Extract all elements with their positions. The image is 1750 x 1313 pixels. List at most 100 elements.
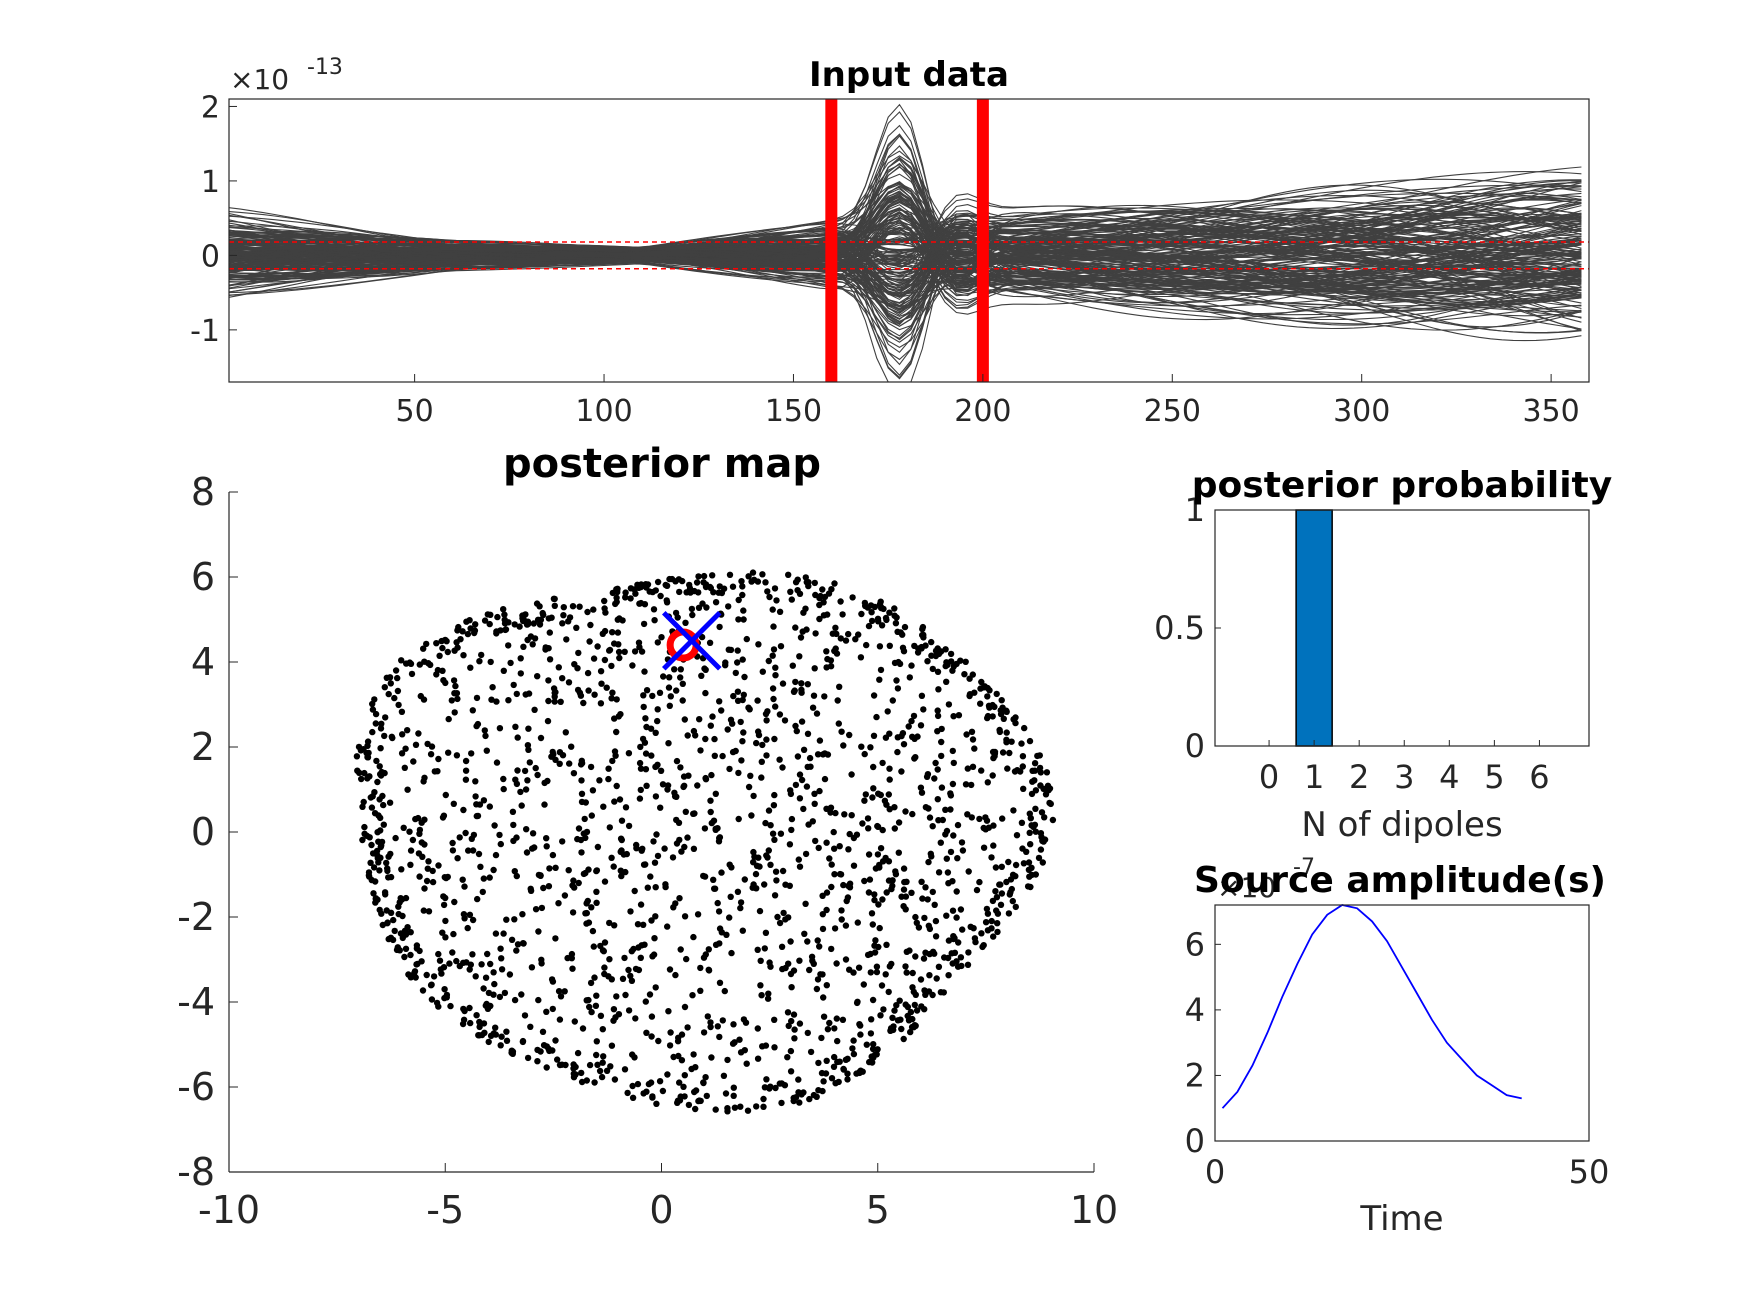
posterior-map-point (803, 783, 811, 790)
posterior-map-point (767, 1083, 774, 1090)
posterior-map-point (947, 650, 955, 658)
posterior-map-point (857, 1022, 864, 1029)
posterior-map-point (460, 806, 467, 814)
posterior-map-point (900, 865, 908, 872)
posterior-map-point (637, 765, 645, 772)
posterior-map-point (370, 864, 378, 871)
posterior-map-point (893, 1002, 900, 1009)
posterior-map-point (953, 888, 960, 895)
posterior-map-point (598, 1073, 606, 1081)
posterior-map-point (693, 579, 701, 586)
posterior-map-point (812, 630, 819, 637)
posterior-map-point (765, 990, 772, 997)
posterior-map-point (971, 935, 979, 942)
posterior-map-point (734, 647, 741, 654)
posterior-map-point (763, 1076, 770, 1083)
posterior-map-point (913, 1007, 921, 1014)
posterior-map-point (825, 590, 833, 597)
posterior-map-point (517, 788, 524, 796)
posterior-map-point (773, 597, 780, 604)
posterior-map-point (943, 678, 950, 685)
posterior-map-point (934, 796, 941, 803)
posterior-map-point (628, 977, 636, 984)
posterior-map-point (545, 677, 552, 684)
posterior-map-point (787, 1068, 795, 1075)
posterior-map-point (534, 771, 541, 779)
posterior-map-point (535, 996, 542, 1004)
posterior-map-point (725, 603, 732, 610)
posterior-map-point (767, 861, 774, 868)
posterior-map-point (1018, 819, 1026, 826)
posterior-map-point (592, 1002, 600, 1009)
posterior-map-point (828, 861, 835, 868)
posterior-map-point (695, 604, 703, 611)
posterior-map-point (769, 606, 776, 613)
posterior-map-point (804, 763, 811, 771)
posterior-map-point (594, 843, 602, 851)
posterior-map-point (640, 703, 647, 711)
posterior-map-point (562, 729, 569, 736)
posterior-map-point (744, 1107, 752, 1114)
posterior-map-point (707, 1023, 714, 1031)
posterior-map-point (524, 636, 531, 644)
posterior-map-y-tick-label: 8 (191, 470, 215, 514)
posterior-map-point (765, 807, 773, 814)
posterior-map-point (395, 701, 402, 709)
posterior-map-point (656, 689, 664, 696)
posterior-map-point (647, 1079, 655, 1086)
posterior-map-point (814, 976, 822, 983)
posterior-map-point (473, 801, 480, 808)
posterior-map-point (1039, 859, 1047, 866)
posterior-map-point (824, 611, 831, 618)
posterior-map-point (873, 1051, 880, 1058)
posterior-map-point (814, 751, 822, 758)
posterior-map-point (622, 589, 629, 596)
posterior-map-point (754, 1025, 761, 1032)
posterior-map-point (988, 917, 995, 925)
posterior-map-point (957, 954, 965, 961)
posterior-map-point (578, 790, 586, 797)
posterior-map-point (665, 1008, 672, 1015)
posterior-map-point (788, 984, 795, 991)
posterior-map-point (984, 693, 991, 700)
posterior-map-point (380, 801, 387, 809)
posterior-map-point (868, 1016, 875, 1023)
posterior-map-point (940, 989, 947, 996)
posterior-map-point (983, 817, 991, 824)
posterior-map-point (590, 606, 597, 613)
posterior-map-point (654, 717, 661, 725)
posterior-map-point (838, 728, 845, 735)
posterior-map-point (650, 606, 658, 613)
posterior-map-point (374, 778, 381, 786)
posterior-map-point (484, 950, 491, 958)
posterior-map-point (489, 684, 496, 691)
posterior-map-point (643, 584, 650, 591)
posterior-map-point (368, 804, 376, 811)
posterior-map-point (764, 995, 772, 1002)
posterior-map-point (734, 688, 742, 695)
posterior-map-point (749, 569, 757, 576)
posterior-map-point (622, 991, 629, 999)
posterior-map-point (532, 906, 540, 913)
posterior-map-point (997, 881, 1004, 888)
posterior-map-point (685, 772, 692, 779)
posterior-map-point (497, 840, 504, 848)
posterior-map-y-tick-label: 0 (191, 810, 215, 854)
posterior-map-point (466, 911, 474, 918)
posterior-map-point (493, 759, 501, 766)
posterior-map-y-tick-label: -8 (177, 1150, 215, 1194)
posterior-map-point (653, 831, 660, 838)
posterior-map-point (742, 1019, 750, 1026)
posterior-map-point (753, 885, 760, 892)
posterior-map-point (390, 916, 397, 924)
posterior-map-point (699, 600, 706, 607)
posterior-map-point (424, 865, 431, 872)
posterior-map-point (442, 791, 449, 799)
posterior-map-point (622, 594, 629, 601)
posterior-map-point (487, 960, 494, 968)
posterior-map-point (1008, 885, 1015, 893)
posterior-map-point (376, 867, 383, 874)
posterior-map-point (771, 585, 779, 592)
posterior-map-point (524, 777, 531, 784)
